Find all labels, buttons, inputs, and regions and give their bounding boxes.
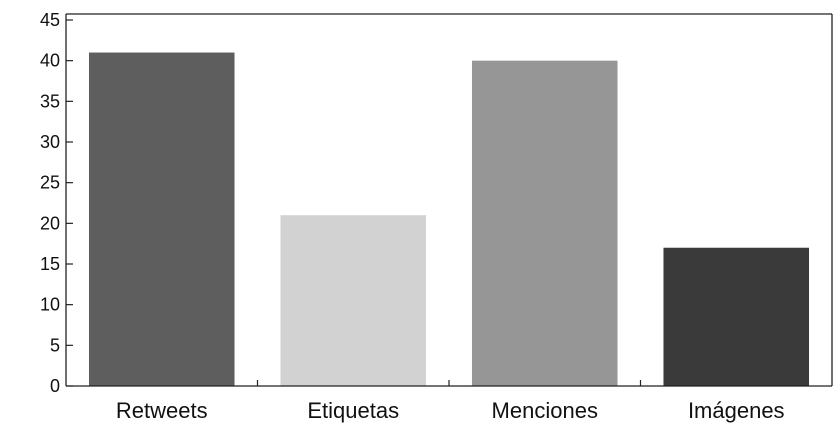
y-tick-label: 25: [40, 173, 60, 193]
y-tick-label: 15: [40, 254, 60, 274]
x-category-label: Imágenes: [688, 398, 785, 423]
x-axis-category-labels: Retweets Etiquetas Menciones Imágenes: [116, 380, 785, 423]
bar-menciones: [471, 60, 618, 387]
x-category-label: Menciones: [492, 398, 598, 423]
bars: [88, 52, 810, 387]
y-tick-label: 10: [40, 295, 60, 315]
bar-etiquetas: [280, 215, 427, 386]
y-tick-label: 45: [40, 10, 60, 30]
bar-im-genes: [663, 247, 810, 386]
x-category-label: Etiquetas: [307, 398, 399, 423]
x-category-label: Retweets: [116, 398, 208, 423]
y-tick-label: 5: [50, 335, 60, 355]
y-tick-label: 30: [40, 132, 60, 152]
y-axis-ticks: 0 5 10 15 20 25 30 35 40 45: [40, 10, 73, 396]
bar-retweets: [88, 52, 235, 387]
y-tick-label: 35: [40, 91, 60, 111]
y-tick-label: 40: [40, 51, 60, 71]
y-tick-label: 20: [40, 213, 60, 233]
y-tick-label: 0: [50, 376, 60, 396]
